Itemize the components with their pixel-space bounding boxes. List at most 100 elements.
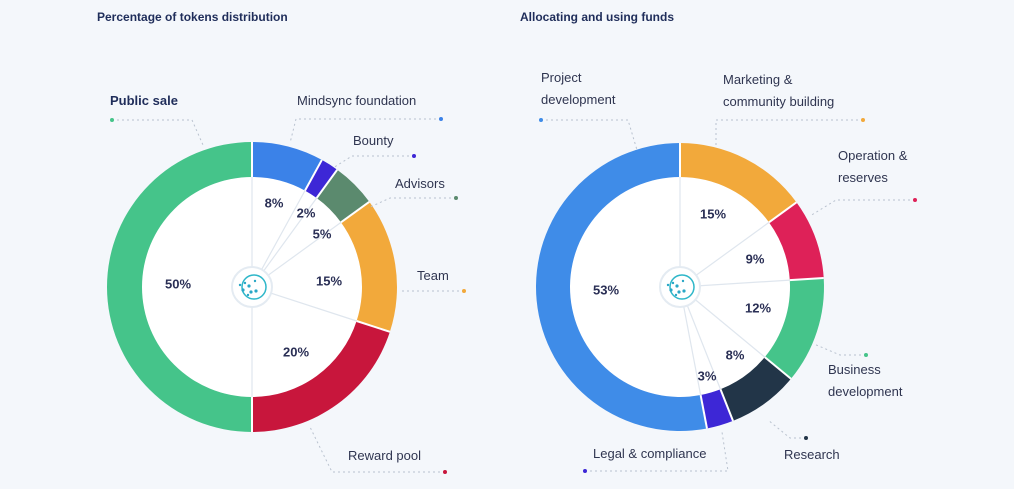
category-label-line: Legal & compliance [593,446,706,461]
category-label-business-development: Business development [828,362,903,399]
logo-dot [671,281,675,285]
category-label-advisors: Advisors [395,176,445,191]
slice-business-development [764,277,824,379]
logo-dot [246,293,250,297]
category-label-line: development [828,384,903,399]
slice-gap [764,356,792,380]
logo-dot [249,290,253,294]
leader-dot-research [804,436,808,440]
category-label-line: Public sale [110,93,178,108]
pct-label-mindsync-foundation: 8% [265,195,284,210]
category-label-line: development [541,92,616,107]
pct-label-public-sale: 50% [165,276,191,291]
logo-ring [231,266,273,308]
logo-dot [254,289,258,293]
donut-chart-1: Percentage of tokens distribution 8% 2% 5% 1… [97,10,466,474]
slice-gap [699,394,708,429]
category-label-line: Mindsync foundation [297,93,416,108]
slice-legal-and-compliance [700,389,734,429]
logo-dot [253,279,257,283]
pct-label-project-development: 53% [593,282,619,297]
category-label-bounty: Bounty [353,133,394,148]
logo-dot [677,290,681,294]
logo-arc [241,274,267,300]
slice-operation-and-reserves [768,202,824,281]
center-logo-icon [231,266,273,308]
category-label-public-sale: Public sale [110,93,178,108]
category-label-line: Team [417,268,449,283]
category-label-line: Advisors [395,176,445,191]
logo-dot [247,284,251,288]
pct-label-legal-and-compliance: 3% [698,368,717,383]
pct-label-operation-and-reserves: 9% [746,251,765,266]
chart-title: Percentage of tokens distribution [97,10,288,24]
category-label-line: reserves [838,170,888,185]
category-label-team: Team [417,268,449,283]
slice-marketing-and-community-building [680,143,797,223]
logo-dot [674,293,678,297]
leader-line-marketing-and-community-building [715,119,863,148]
slice-public-sale [107,142,252,432]
pct-label-business-development: 12% [745,300,771,315]
category-label-line: Project [541,70,582,85]
slice-bounty [304,159,338,199]
slice-team [340,201,397,332]
category-label-line: Reward pool [348,448,421,463]
leader-dot-operation-and-reserves [913,198,917,202]
logo-dot [243,281,247,285]
slice-gap [304,159,323,192]
category-label-legal-and-compliance: Legal & compliance [593,446,706,461]
leader-dot-business-development [864,353,868,357]
logo-dot [669,288,673,292]
category-label-operation-and-reserves: Operation & reserves [838,148,908,185]
slice-gap [768,201,798,224]
logo-dot [682,289,686,293]
category-label-line: Marketing & [723,72,793,87]
pct-label-reward-pool: 20% [283,344,309,359]
leader-line-project-development [541,119,638,151]
logo-arc [669,274,695,300]
chart-title: Allocating and using funds [520,10,674,24]
slice-research [720,357,791,421]
pct-label-research: 8% [726,347,745,362]
slice-reward-pool [252,320,390,432]
logo-dot [238,283,242,287]
category-label-reward-pool: Reward pool [348,448,421,463]
leader-line-operation-and-reserves [809,199,915,217]
pct-label-bounty: 2% [297,205,316,220]
leader-dot-bounty [412,154,416,158]
logo-dot [241,288,245,292]
donut-chart-2: Allocating and using funds 15% 9% 12% 8% 3% 53… [520,10,917,473]
category-label-line: Research [784,447,840,462]
leader-line-reward-pool [309,426,445,473]
center-logo-icon [659,266,701,308]
category-label-line: Operation & [838,148,908,163]
logo-ring [659,266,701,308]
leader-dot-public-sale [110,118,114,122]
slice-gap [356,320,391,333]
leader-dot-advisors [454,196,458,200]
leader-dot-project-development [539,118,543,122]
slice-gap [340,200,370,224]
category-label-project-development: Project development [541,70,616,107]
category-label-mindsync-foundation: Mindsync foundation [297,93,416,108]
logo-dot [681,279,685,283]
leader-dot-reward-pool [443,470,447,474]
category-label-line: community building [723,94,834,109]
logo-dot [666,283,670,287]
category-label-marketing-and-community-building: Marketing & community building [723,72,834,109]
slice-gap [789,276,824,282]
leader-line-business-development [813,343,866,356]
leader-line-public-sale [112,119,204,146]
logo-dot [675,284,679,288]
leader-dot-team [462,289,466,293]
leader-line-advisors [367,197,456,209]
leader-dot-legal-and-compliance [583,469,587,473]
category-label-line: Business [828,362,881,377]
slice-project-development [536,143,707,431]
leader-line-research [767,419,806,439]
leader-dot-mindsync-foundation [439,117,443,121]
pct-label-team: 15% [316,273,342,288]
